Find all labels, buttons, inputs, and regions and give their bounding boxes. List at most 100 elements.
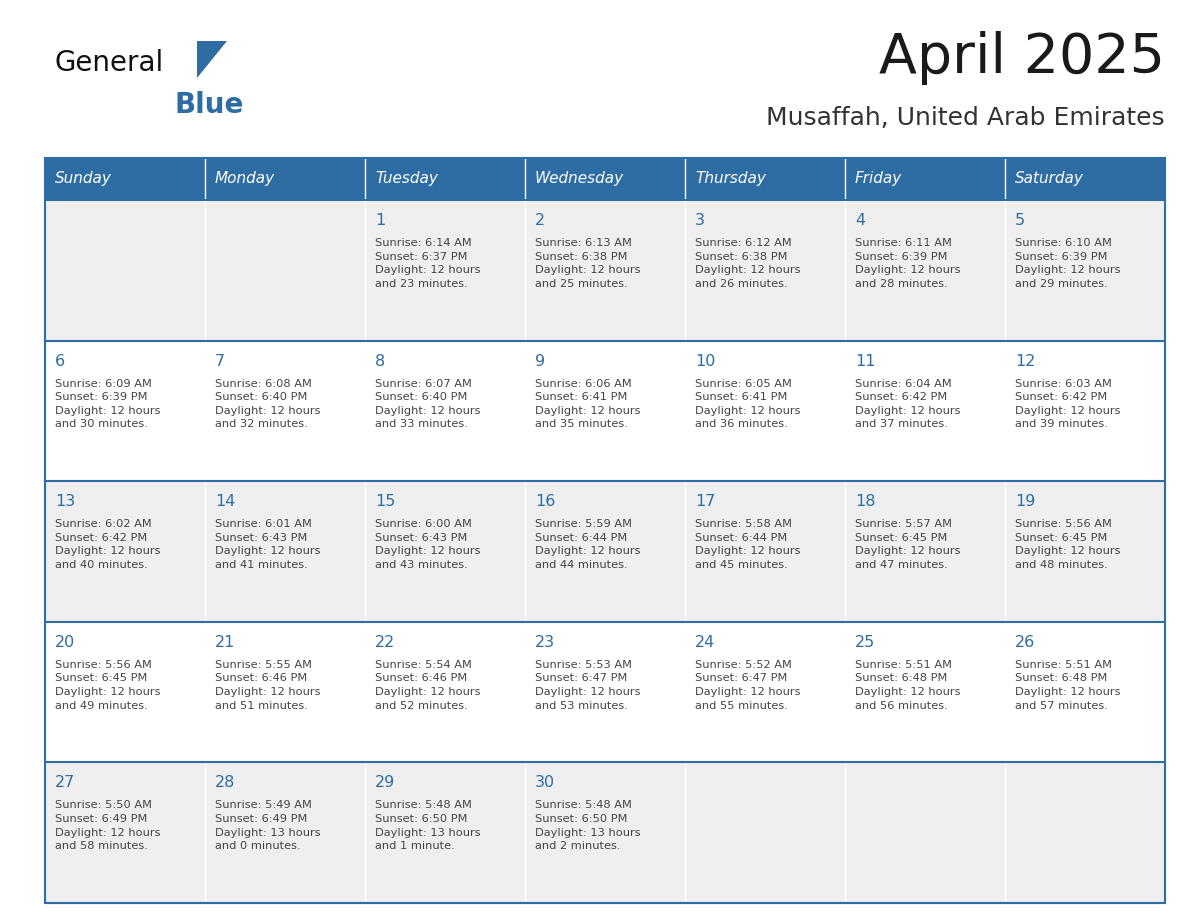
Bar [845,621,1005,763]
Text: General: General [55,49,164,77]
Text: Sunrise: 6:05 AM
Sunset: 6:41 PM
Daylight: 12 hours
and 36 minutes.: Sunrise: 6:05 AM Sunset: 6:41 PM Dayligh… [695,378,801,430]
Text: Sunrise: 5:56 AM
Sunset: 6:45 PM
Daylight: 12 hours
and 48 minutes.: Sunrise: 5:56 AM Sunset: 6:45 PM Dayligh… [1015,520,1120,570]
Bar [45,621,206,763]
Text: 1: 1 [375,213,385,228]
Text: Sunrise: 6:03 AM
Sunset: 6:42 PM
Daylight: 12 hours
and 39 minutes.: Sunrise: 6:03 AM Sunset: 6:42 PM Dayligh… [1015,378,1120,430]
Text: Sunrise: 5:51 AM
Sunset: 6:48 PM
Daylight: 12 hours
and 56 minutes.: Sunrise: 5:51 AM Sunset: 6:48 PM Dayligh… [855,660,961,711]
Bar [365,763,525,903]
Text: Sunrise: 5:56 AM
Sunset: 6:45 PM
Daylight: 12 hours
and 49 minutes.: Sunrise: 5:56 AM Sunset: 6:45 PM Dayligh… [55,660,160,711]
Bar [206,341,365,481]
Text: Sunday: Sunday [55,172,112,186]
Bar [1005,481,1165,621]
Bar [206,481,365,621]
Text: Sunrise: 6:14 AM
Sunset: 6:37 PM
Daylight: 12 hours
and 23 minutes.: Sunrise: 6:14 AM Sunset: 6:37 PM Dayligh… [375,238,480,289]
Bar [206,621,365,763]
Text: 20: 20 [55,635,75,650]
Bar [206,200,365,341]
Text: Sunrise: 5:52 AM
Sunset: 6:47 PM
Daylight: 12 hours
and 55 minutes.: Sunrise: 5:52 AM Sunset: 6:47 PM Dayligh… [695,660,801,711]
Text: 24: 24 [695,635,715,650]
Text: Sunrise: 6:09 AM
Sunset: 6:39 PM
Daylight: 12 hours
and 30 minutes.: Sunrise: 6:09 AM Sunset: 6:39 PM Dayligh… [55,378,160,430]
Text: Sunrise: 6:06 AM
Sunset: 6:41 PM
Daylight: 12 hours
and 35 minutes.: Sunrise: 6:06 AM Sunset: 6:41 PM Dayligh… [535,378,640,430]
Text: 7: 7 [215,353,225,369]
Text: 27: 27 [55,776,75,790]
Text: Sunrise: 5:58 AM
Sunset: 6:44 PM
Daylight: 12 hours
and 45 minutes.: Sunrise: 5:58 AM Sunset: 6:44 PM Dayligh… [695,520,801,570]
Bar [525,763,685,903]
Text: 8: 8 [375,353,385,369]
Bar [365,341,525,481]
Text: 6: 6 [55,353,65,369]
Bar [365,481,525,621]
Text: Friday: Friday [855,172,902,186]
Text: 22: 22 [375,635,396,650]
Bar [45,481,206,621]
Text: Sunrise: 6:11 AM
Sunset: 6:39 PM
Daylight: 12 hours
and 28 minutes.: Sunrise: 6:11 AM Sunset: 6:39 PM Dayligh… [855,238,961,289]
Bar [365,200,525,341]
Text: 26: 26 [1015,635,1035,650]
Text: Thursday: Thursday [695,172,766,186]
Text: 5: 5 [1015,213,1025,228]
Bar [45,341,206,481]
Text: Sunrise: 6:07 AM
Sunset: 6:40 PM
Daylight: 12 hours
and 33 minutes.: Sunrise: 6:07 AM Sunset: 6:40 PM Dayligh… [375,378,480,430]
Bar [525,200,685,341]
Text: Sunrise: 5:51 AM
Sunset: 6:48 PM
Daylight: 12 hours
and 57 minutes.: Sunrise: 5:51 AM Sunset: 6:48 PM Dayligh… [1015,660,1120,711]
Bar [45,763,206,903]
Text: Tuesday: Tuesday [375,172,438,186]
Bar [525,621,685,763]
Text: Sunrise: 5:53 AM
Sunset: 6:47 PM
Daylight: 12 hours
and 53 minutes.: Sunrise: 5:53 AM Sunset: 6:47 PM Dayligh… [535,660,640,711]
Text: 28: 28 [215,776,235,790]
Text: Sunrise: 5:50 AM
Sunset: 6:49 PM
Daylight: 12 hours
and 58 minutes.: Sunrise: 5:50 AM Sunset: 6:49 PM Dayligh… [55,800,160,851]
Text: Sunrise: 5:59 AM
Sunset: 6:44 PM
Daylight: 12 hours
and 44 minutes.: Sunrise: 5:59 AM Sunset: 6:44 PM Dayligh… [535,520,640,570]
Bar [45,200,206,341]
Text: Monday: Monday [215,172,276,186]
Bar [685,200,845,341]
Bar [1005,763,1165,903]
Text: 17: 17 [695,494,715,509]
Text: Sunrise: 6:08 AM
Sunset: 6:40 PM
Daylight: 12 hours
and 32 minutes.: Sunrise: 6:08 AM Sunset: 6:40 PM Dayligh… [215,378,321,430]
Text: 23: 23 [535,635,555,650]
Bar [1005,200,1165,341]
Text: 13: 13 [55,494,75,509]
Text: 19: 19 [1015,494,1036,509]
Text: 25: 25 [855,635,876,650]
Bar [206,763,365,903]
Bar [685,481,845,621]
Text: 12: 12 [1015,353,1036,369]
Text: 16: 16 [535,494,555,509]
Text: 10: 10 [695,353,715,369]
Text: 4: 4 [855,213,865,228]
Text: Sunrise: 5:54 AM
Sunset: 6:46 PM
Daylight: 12 hours
and 52 minutes.: Sunrise: 5:54 AM Sunset: 6:46 PM Dayligh… [375,660,480,711]
Text: Sunrise: 6:04 AM
Sunset: 6:42 PM
Daylight: 12 hours
and 37 minutes.: Sunrise: 6:04 AM Sunset: 6:42 PM Dayligh… [855,378,961,430]
Bar [685,621,845,763]
Text: 9: 9 [535,353,545,369]
Bar [45,158,1165,200]
Bar [685,341,845,481]
Text: 11: 11 [855,353,876,369]
Text: 30: 30 [535,776,555,790]
Bar [845,200,1005,341]
Text: Sunrise: 6:00 AM
Sunset: 6:43 PM
Daylight: 12 hours
and 43 minutes.: Sunrise: 6:00 AM Sunset: 6:43 PM Dayligh… [375,520,480,570]
Text: 2: 2 [535,213,545,228]
Text: Saturday: Saturday [1015,172,1083,186]
Text: Musaffah, United Arab Emirates: Musaffah, United Arab Emirates [766,106,1165,130]
Text: 14: 14 [215,494,235,509]
Bar [845,763,1005,903]
Text: Sunrise: 5:48 AM
Sunset: 6:50 PM
Daylight: 13 hours
and 2 minutes.: Sunrise: 5:48 AM Sunset: 6:50 PM Dayligh… [535,800,640,851]
Bar [525,341,685,481]
Polygon shape [197,41,227,78]
Text: 29: 29 [375,776,396,790]
Text: April 2025: April 2025 [879,31,1165,85]
Bar [525,481,685,621]
Text: Blue: Blue [175,91,245,119]
Text: Wednesday: Wednesday [535,172,624,186]
Text: 3: 3 [695,213,704,228]
Text: Sunrise: 6:01 AM
Sunset: 6:43 PM
Daylight: 12 hours
and 41 minutes.: Sunrise: 6:01 AM Sunset: 6:43 PM Dayligh… [215,520,321,570]
Bar [1005,341,1165,481]
Bar [845,341,1005,481]
Bar [1005,621,1165,763]
Text: Sunrise: 6:10 AM
Sunset: 6:39 PM
Daylight: 12 hours
and 29 minutes.: Sunrise: 6:10 AM Sunset: 6:39 PM Dayligh… [1015,238,1120,289]
Bar [365,621,525,763]
Bar [685,763,845,903]
Text: Sunrise: 5:55 AM
Sunset: 6:46 PM
Daylight: 12 hours
and 51 minutes.: Sunrise: 5:55 AM Sunset: 6:46 PM Dayligh… [215,660,321,711]
Bar [845,481,1005,621]
Text: 21: 21 [215,635,235,650]
